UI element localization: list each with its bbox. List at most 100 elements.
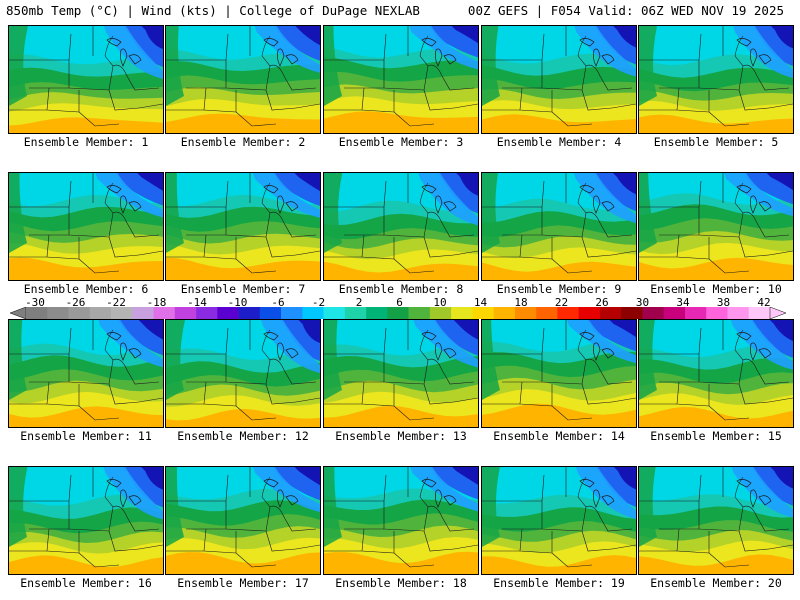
lake-outline [119,342,128,361]
lake-outline [276,342,285,361]
temperature-map [639,467,793,574]
state-boundary [734,329,744,351]
ensemble-map-panel [481,466,637,575]
state-boundary [427,64,443,77]
colorbar-segment [281,307,303,319]
state-boundary [441,516,475,532]
colorbar-tick-label: -26 [65,296,86,309]
state-boundary [235,111,277,127]
colorbar-segment [642,307,665,319]
state-boundary [453,544,478,550]
temperature-band [456,173,478,196]
state-boundary [265,236,297,258]
lake-outline [758,54,772,65]
state-boundary [577,329,587,351]
temperature-band [766,173,793,191]
state-boundary [585,211,601,224]
state-boundary [261,35,271,57]
lake-outline [128,495,142,506]
colorbar-tick-label: 22 [554,296,569,309]
lake-outline [443,201,457,212]
temperature-map [639,26,793,133]
lake-outline [592,489,601,508]
lake-outline [758,348,772,359]
lake-outline [592,195,601,214]
state-boundary [742,358,758,371]
colorbar-right-arrow [769,307,786,319]
state-boundary [261,476,271,498]
lake-outline [421,38,437,47]
temperature-map [166,173,320,280]
temperature-band [573,173,636,223]
state-boundary [283,75,317,91]
colorbar-tick-label: 2 [355,296,363,309]
temperature-band [260,320,320,373]
state-boundary [138,544,163,550]
temperature-band [418,173,478,226]
lake-outline [601,54,615,65]
colorbar-segment [429,307,452,319]
lake-outline [758,201,772,212]
state-boundary [393,405,435,421]
lake-outline [601,348,615,359]
temperature-map [9,26,163,133]
temperature-map [482,26,636,133]
lake-outline [106,479,122,488]
temperature-band [731,467,793,518]
temperature-band [166,173,184,253]
colorbar-segment [89,307,112,319]
ensemble-map-panel [323,25,479,134]
ensemble-member-label: Ensemble Member: 10 [650,282,782,296]
state-boundary [611,250,636,256]
lake-outline [736,479,752,488]
ensemble-map-panel [8,25,164,134]
state-boundary [108,383,140,405]
state-boundary [577,476,587,498]
ensemble-member-label: Ensemble Member: 1 [23,135,149,149]
state-boundary [441,369,475,385]
state-boundary [393,258,435,274]
ensemble-map-panel [165,319,321,428]
state-boundary [742,211,758,224]
state-boundary [104,329,114,351]
ensemble-map-panel [638,172,794,281]
state-boundary [104,182,114,204]
temperature-band [639,26,657,106]
state-boundary [138,250,163,256]
lake-outline [106,38,122,47]
ensemble-map-panel [8,172,164,281]
colorbar-segment [68,307,91,319]
state-boundary [738,236,770,258]
lake-outline [263,479,279,488]
state-boundary [138,397,163,403]
temperature-band [98,320,163,368]
state-boundary [708,258,750,274]
colorbar-segment [238,307,261,319]
colorbar-segment [536,307,558,319]
lake-outline [285,348,299,359]
lake-outline [128,201,142,212]
state-boundary [78,111,120,127]
temperature-band [294,467,320,486]
lake-outline [276,489,285,508]
temperature-band [254,26,320,73]
state-boundary [104,35,114,57]
state-boundary [756,369,790,385]
state-boundary [393,111,435,127]
colorbar-segment [451,307,473,319]
temperature-map [166,467,320,574]
state-boundary [261,329,271,351]
temperature-band [141,467,163,490]
state-boundary [104,476,114,498]
temperature-band [453,320,478,340]
lake-outline [276,195,285,214]
colorbar-segment [366,307,388,319]
temperature-map [482,173,636,280]
state-boundary [599,75,633,91]
lake-outline [263,185,279,194]
header-title: 850mb Temp (°C) | Wind (kts) | College o… [6,3,420,18]
temperature-band [298,320,320,343]
state-boundary [126,222,160,238]
state-boundary [112,64,128,77]
state-boundary [423,383,455,405]
